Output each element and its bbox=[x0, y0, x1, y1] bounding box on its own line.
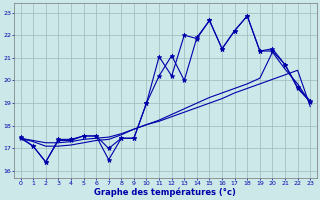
X-axis label: Graphe des températures (°c): Graphe des températures (°c) bbox=[94, 187, 236, 197]
